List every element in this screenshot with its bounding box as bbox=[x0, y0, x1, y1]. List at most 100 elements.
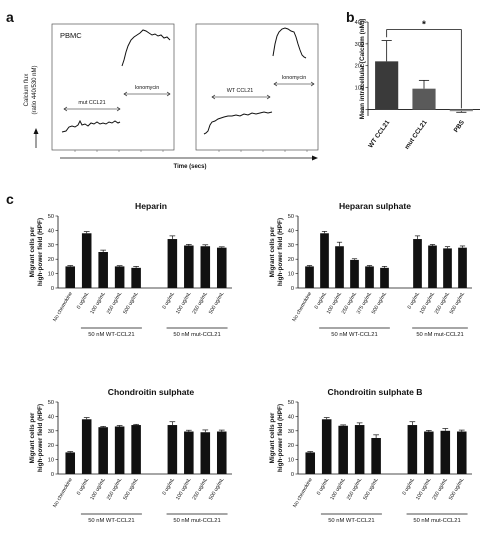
calcium-y-label: Mean intracellular [Calcium (nM)] bbox=[359, 19, 366, 120]
migration-bar-7 bbox=[200, 246, 211, 288]
migration-category-label-1: 0 ug/mL bbox=[316, 477, 331, 496]
ionomycin-arrow-left bbox=[123, 91, 171, 97]
migration-bar-2 bbox=[98, 427, 108, 474]
migration-category-label-3: 250 ug/mL bbox=[106, 477, 124, 501]
migration-y-tick-label-0: 0 bbox=[291, 286, 294, 292]
migration-category-label-0: No chemokine bbox=[52, 477, 74, 509]
migration-chart-title: Heparin bbox=[135, 201, 167, 211]
wt-ccl21-label: WT CCL21 bbox=[227, 88, 254, 94]
migration-chart-title: Chondroitin sulphate bbox=[108, 387, 195, 397]
migration-bar-6 bbox=[184, 245, 194, 288]
migration-category-label-2: 100 ug/mL bbox=[329, 477, 347, 501]
flux-plot-right-frame bbox=[195, 23, 319, 151]
migration-bar-5 bbox=[167, 239, 178, 288]
migration-chart-title: Chondroitin sulphate B bbox=[327, 387, 422, 397]
migration-category-label-0: No chemokine bbox=[292, 477, 314, 509]
migration-y-tick-label-1: 10 bbox=[288, 458, 294, 464]
migration-category-label-7: 250 ug/mL bbox=[432, 477, 450, 501]
migration-bar-0 bbox=[65, 266, 76, 288]
migration-y-label-line2: high-power field (HPF) bbox=[277, 218, 284, 286]
migration-bar-8 bbox=[443, 248, 452, 288]
migration-y-tick-label-4: 40 bbox=[288, 414, 294, 420]
migration-category-label-3: 250 ug/mL bbox=[346, 477, 364, 501]
migration-y-tick-label-4: 40 bbox=[288, 228, 294, 234]
migration-category-label-3: 250 ug/mL bbox=[106, 291, 124, 315]
migration-category-label-7: 250 ug/mL bbox=[192, 477, 210, 501]
migration-y-label-line1: Migrant cells per bbox=[269, 226, 276, 277]
panel-letter-a: a bbox=[6, 9, 14, 25]
time-axis-label: Time (secs) bbox=[174, 164, 207, 170]
ionomycin-label-left: Ionomycin bbox=[135, 85, 160, 91]
migration-group-label-1: 50 nM mut-CCL21 bbox=[416, 332, 463, 338]
migration-y-tick-label-5: 50 bbox=[48, 400, 54, 406]
migration-category-label-1: 0 ug/mL bbox=[76, 477, 91, 496]
migration-category-label-8: 500 ug/mL bbox=[208, 477, 226, 501]
migration-bar-8 bbox=[456, 431, 467, 474]
migration-bar-0 bbox=[65, 452, 76, 474]
migration-bar-1 bbox=[321, 419, 332, 474]
migration-group-label-0: 50 nM WT-CCL21 bbox=[88, 332, 134, 338]
migration-category-label-1: 0 ug/mL bbox=[76, 291, 91, 310]
migration-chart-2: Heparan sulphate 0 10 20 30 40 50 Migrant cells… bbox=[269, 201, 472, 338]
migration-y-tick-label-3: 30 bbox=[48, 429, 54, 435]
flux-left-ticks bbox=[74, 150, 164, 152]
ionomycin-label-right: Ionomycin bbox=[282, 75, 307, 81]
migration-y-tick-label-2: 20 bbox=[48, 257, 54, 263]
migration-bar-5 bbox=[167, 425, 178, 474]
migration-y-tick-label-5: 50 bbox=[288, 214, 294, 220]
migration-chart-4: Chondroitin sulphate B 0 10 20 30 40 50 Migrant… bbox=[269, 387, 472, 524]
migration-bar-3 bbox=[114, 426, 125, 474]
migration-category-label-5: 500 ug/mL bbox=[371, 291, 389, 315]
migration-y-tick-label-1: 10 bbox=[288, 272, 294, 278]
migration-y-tick-label-5: 50 bbox=[288, 400, 294, 406]
migration-category-label-0: No chemokine bbox=[291, 291, 313, 323]
migration-bar-2 bbox=[338, 425, 348, 474]
significance-bracket bbox=[386, 29, 462, 109]
migration-bar-9 bbox=[458, 247, 467, 288]
migration-bar-3 bbox=[354, 425, 365, 474]
migration-bar-3 bbox=[114, 266, 125, 288]
flux-y-arrowhead bbox=[33, 128, 39, 134]
migration-bar-1 bbox=[81, 419, 92, 474]
flux-ylabel-line1: Calcium flux bbox=[24, 74, 30, 107]
calcium-y-tick-label-3: 300 bbox=[355, 42, 364, 48]
migration-category-label-6: 100 ug/mL bbox=[175, 477, 193, 501]
migration-y-tick-label-1: 10 bbox=[48, 458, 54, 464]
panel-letter-c: c bbox=[6, 191, 14, 207]
panel-a: Calcium flux (ratio 440/530 nM) PBMC mut… bbox=[24, 23, 319, 170]
migration-chart-1: Heparin 0 10 20 30 40 50 Migrant cells per high-… bbox=[29, 201, 232, 338]
migration-y-label-line1: Migrant cells per bbox=[269, 412, 276, 463]
calcium-y-tick-label-0: 0 bbox=[361, 107, 364, 113]
migration-category-label-5: 0 ug/mL bbox=[162, 291, 177, 310]
migration-y-tick-label-0: 0 bbox=[51, 472, 54, 478]
ionomycin-arrow-right bbox=[273, 81, 315, 87]
migration-category-label-8: 500 ug/mL bbox=[208, 291, 226, 315]
migration-bar-6 bbox=[184, 431, 194, 474]
migration-y-tick-label-1: 10 bbox=[48, 272, 54, 278]
time-axis-arrowhead bbox=[312, 155, 318, 161]
calcium-bar-0 bbox=[375, 61, 399, 110]
migration-bar-0 bbox=[305, 452, 316, 474]
migration-bar-2 bbox=[98, 252, 108, 288]
migration-y-tick-label-5: 50 bbox=[48, 214, 54, 220]
migration-bar-3 bbox=[350, 259, 359, 288]
migration-bar-7 bbox=[428, 245, 437, 288]
migration-chart-3: Chondroitin sulphate 0 10 20 30 40 50 Migrant c… bbox=[29, 387, 232, 524]
migration-group-label-1: 50 nM mut-CCL21 bbox=[173, 518, 220, 524]
calcium-category-label-2: PBS bbox=[453, 119, 467, 134]
migration-bar-7 bbox=[440, 430, 451, 474]
migration-category-label-0: No chemokine bbox=[52, 291, 74, 323]
migration-bar-6 bbox=[413, 239, 422, 288]
migration-bar-5 bbox=[380, 267, 389, 288]
migration-category-label-2: 100 ug/mL bbox=[89, 477, 107, 501]
migration-bar-4 bbox=[131, 425, 141, 474]
migration-y-label-line2: high-power field (HPF) bbox=[37, 404, 44, 472]
migration-category-label-1: 0 ug/mL bbox=[314, 291, 329, 310]
calcium-y-tick-label-1: 100 bbox=[355, 86, 364, 92]
calcium-y-tick-label-4: 400 bbox=[355, 20, 364, 26]
migration-bar-6 bbox=[424, 431, 434, 474]
migration-bar-4 bbox=[131, 267, 141, 288]
